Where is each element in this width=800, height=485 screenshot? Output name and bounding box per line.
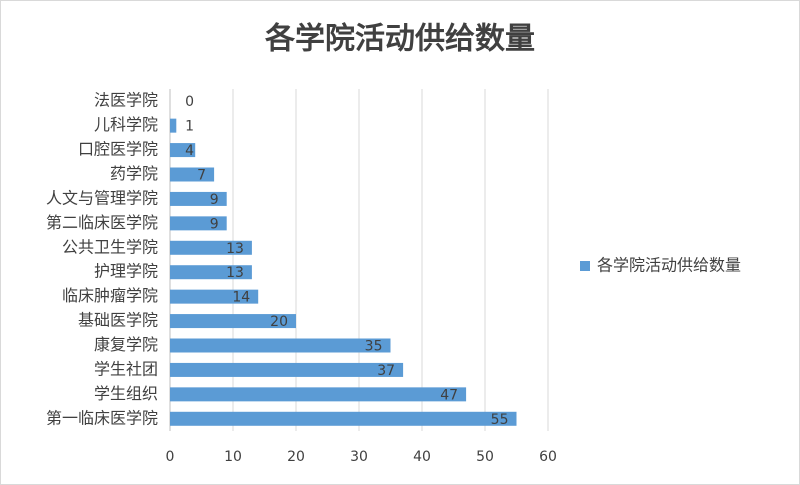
- data-label: 7: [197, 168, 206, 184]
- y-tick-label: 学生社团: [94, 359, 158, 378]
- data-label: 37: [377, 363, 395, 379]
- bar: [170, 240, 252, 255]
- y-tick-label: 公共卫生学院: [62, 237, 158, 256]
- data-label: 55: [491, 412, 509, 428]
- data-label: 13: [226, 265, 244, 281]
- y-tick-label: 第二临床医学院: [46, 213, 158, 232]
- y-tick-label: 学生组织: [94, 384, 158, 403]
- bar: [170, 314, 296, 329]
- x-tick-label: 0: [166, 449, 175, 465]
- y-tick-label: 护理学院: [94, 262, 158, 281]
- data-label: 9: [210, 216, 219, 232]
- data-label: 9: [210, 192, 219, 208]
- data-label: 35: [365, 339, 383, 355]
- bar: [170, 265, 252, 280]
- legend-swatch: [580, 261, 590, 271]
- y-tick-label: 儿科学院: [94, 115, 158, 134]
- y-tick-label: 康复学院: [94, 335, 158, 354]
- bar: [170, 216, 227, 231]
- data-label: 4: [185, 143, 194, 159]
- legend-label: 各学院活动供给数量: [597, 256, 741, 275]
- bar: [170, 411, 517, 426]
- data-label: 47: [440, 387, 458, 403]
- x-tick-label: 40: [413, 449, 431, 465]
- y-tick-label: 药学院: [110, 164, 158, 183]
- x-tick-label: 20: [287, 449, 305, 465]
- y-tick-label: 临床肿瘤学院: [62, 286, 158, 305]
- data-label: 1: [185, 119, 194, 135]
- x-tick-label: 50: [476, 449, 494, 465]
- y-tick-label: 人文与管理学院: [46, 188, 158, 207]
- data-label: 20: [270, 314, 288, 330]
- y-tick-label: 基础医学院: [78, 311, 158, 330]
- data-label: 13: [226, 241, 244, 257]
- bar: [170, 143, 196, 158]
- y-tick-label: 第一临床医学院: [46, 408, 158, 427]
- bar: [170, 338, 391, 353]
- bar: [170, 118, 177, 133]
- bar: [170, 167, 215, 182]
- bar: [170, 289, 259, 304]
- y-tick-label: 口腔医学院: [78, 140, 158, 159]
- chart-title: 各学院活动供给数量: [264, 22, 535, 57]
- data-label: 0: [185, 94, 194, 110]
- bar: [170, 387, 467, 402]
- y-tick-label: 法医学院: [94, 91, 158, 110]
- data-label: 14: [232, 290, 250, 306]
- bar: [170, 362, 404, 377]
- bar: [170, 191, 227, 206]
- x-tick-label: 30: [350, 449, 368, 465]
- x-tick-label: 60: [539, 449, 557, 465]
- x-tick-label: 10: [224, 449, 242, 465]
